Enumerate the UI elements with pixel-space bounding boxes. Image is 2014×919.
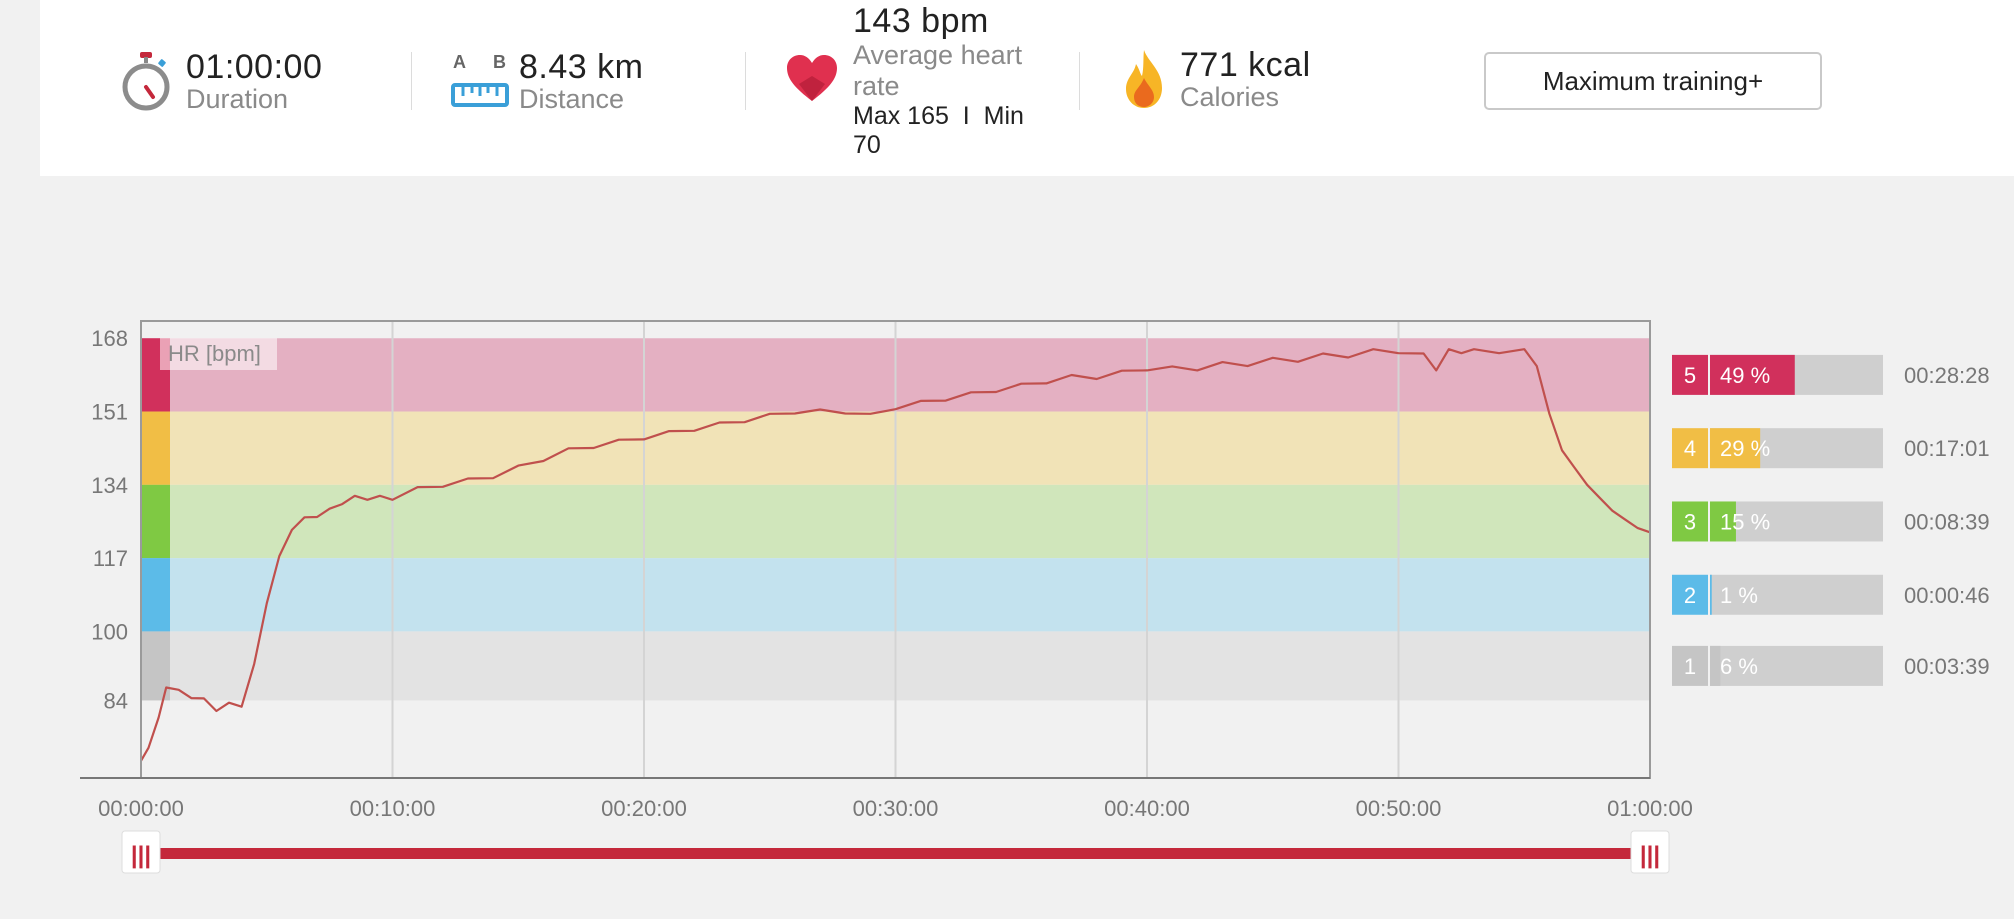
duration-value: 01:00:00 xyxy=(186,48,323,86)
divider xyxy=(1079,52,1080,110)
divider xyxy=(745,52,746,110)
calories-value: 771 kcal xyxy=(1180,46,1311,84)
zone-number: 4 xyxy=(1684,436,1696,461)
hr-series-line xyxy=(140,348,1651,762)
zone-time: 00:00:46 xyxy=(1904,583,1990,608)
ruler-letter-b: B xyxy=(493,52,506,72)
x-tick-label: 00:10:00 xyxy=(350,796,436,821)
training-benefit-button[interactable]: Maximum training+ xyxy=(1484,52,1822,110)
heart-icon xyxy=(787,55,837,101)
distance-value: 8.43 km xyxy=(519,48,644,86)
range-end-handle[interactable]: ||| xyxy=(1630,830,1670,874)
hr-zone-strip-3 xyxy=(141,484,170,559)
chart-grid xyxy=(391,321,1400,778)
ruler-letter-a: A xyxy=(453,52,466,72)
zone-percent: 6 % xyxy=(1720,654,1758,679)
hr-zone-strip-2 xyxy=(141,558,170,632)
x-tick-label: 00:30:00 xyxy=(853,796,939,821)
divider xyxy=(411,52,412,110)
zone-percent: 29 % xyxy=(1720,436,1770,461)
zone-percent: 1 % xyxy=(1720,583,1758,608)
zone-number-box xyxy=(1672,428,1708,469)
y-tick-label: 151 xyxy=(91,400,128,425)
heart-rate-label: Average heart rate xyxy=(853,40,1023,102)
zone-time: 00:28:28 xyxy=(1904,363,1990,388)
x-tick-label: 01:00:00 xyxy=(1607,796,1693,821)
zone-number: 5 xyxy=(1684,363,1696,388)
y-tick-label: 117 xyxy=(93,546,128,571)
chart-title-backdrop xyxy=(160,338,277,370)
x-tick-label: 00:20:00 xyxy=(601,796,687,821)
zone-bar-fill xyxy=(1710,574,1712,615)
zone-number-box xyxy=(1672,645,1708,686)
hr-zone-row-3: 3 15 % 00:08:39 xyxy=(1672,501,1990,542)
heart-rate-minmax: Max 165 I Min 70 xyxy=(853,102,1031,159)
distance-label: Distance xyxy=(519,84,625,114)
handle-body[interactable] xyxy=(1630,830,1670,874)
zone-percent: 15 % xyxy=(1720,509,1770,534)
zone-time: 00:08:39 xyxy=(1904,509,1990,534)
hr-zone-row-1: 1 6 % 00:03:39 xyxy=(1672,645,1990,686)
range-track[interactable] xyxy=(141,848,1650,859)
y-tick-label: 84 xyxy=(104,688,128,713)
handle-grip-icon[interactable]: ||| xyxy=(131,842,151,869)
flame-icon xyxy=(1126,50,1162,108)
zone-number-box xyxy=(1672,354,1708,395)
zone-bar-track xyxy=(1710,645,1883,686)
zone-bar-track xyxy=(1710,574,1883,615)
ruler-ab-icon: A B xyxy=(451,50,511,110)
zone-bar-fill xyxy=(1710,501,1736,542)
summary-bar: 01:00:00 Duration A B 8.43 km Distance xyxy=(40,0,2014,176)
range-slider: ||| ||| xyxy=(121,830,1670,874)
zone-bar-fill xyxy=(1710,645,1721,686)
zone-number: 2 xyxy=(1684,583,1696,608)
zone-number: 3 xyxy=(1684,509,1696,534)
hr-zone-row-4: 4 29 % 00:17:01 xyxy=(1672,428,1990,469)
x-axis-ticks: 00:00:00 00:10:00 00:20:00 00:30:00 00:40:00… xyxy=(98,796,1693,821)
chart-title: HR [bpm] xyxy=(168,341,261,366)
handle-body[interactable] xyxy=(121,830,161,874)
hr-series xyxy=(140,348,1651,762)
zone-number: 1 xyxy=(1684,654,1696,679)
x-tick-label: 00:50:00 xyxy=(1356,796,1442,821)
handle-grip-icon[interactable]: ||| xyxy=(1640,842,1660,869)
y-tick-label: 100 xyxy=(91,619,128,644)
x-tick-label: 00:00:00 xyxy=(98,796,184,821)
zone-bar-fill xyxy=(1710,354,1795,395)
hr-zone-strips xyxy=(141,338,170,701)
stopwatch-icon xyxy=(122,52,170,111)
hr-zone-table: 5 49 % 00:28:28 4 29 % 00:17:01 3 15 % 00:08:39 2… xyxy=(1672,354,1990,686)
hr-zone-row-2: 2 1 % 00:00:46 xyxy=(1672,574,1990,615)
zone-number-box xyxy=(1672,574,1708,615)
y-tick-label: 134 xyxy=(91,473,128,498)
duration-label: Duration xyxy=(186,84,289,114)
x-tick-label: 00:40:00 xyxy=(1104,796,1190,821)
range-start-handle[interactable]: ||| xyxy=(121,830,161,874)
y-axis-ticks: 168 151 134 117 100 84 xyxy=(91,326,128,713)
zone-bar-track xyxy=(1710,501,1883,542)
zone-percent: 49 % xyxy=(1720,363,1770,388)
heart-rate-value: 143 bpm xyxy=(853,2,989,40)
zone-time: 00:03:39 xyxy=(1904,654,1990,679)
zone-number-box xyxy=(1672,501,1708,542)
hr-zone-row-5: 5 49 % 00:28:28 xyxy=(1672,354,1990,395)
calories-label: Calories xyxy=(1180,82,1280,112)
zone-bar-fill xyxy=(1710,428,1761,469)
hr-zone-strip-4 xyxy=(141,411,170,485)
y-tick-label: 168 xyxy=(91,326,128,351)
zone-time: 00:17:01 xyxy=(1904,436,1990,461)
